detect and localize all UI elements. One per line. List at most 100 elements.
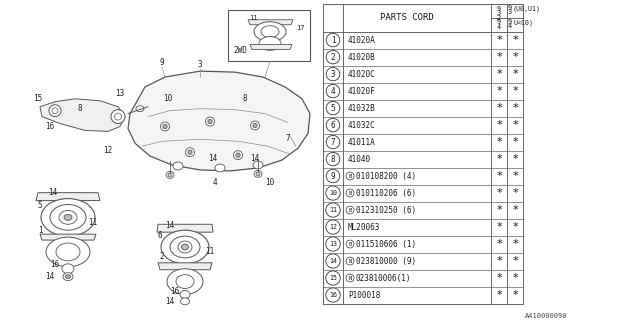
Text: 010108200 (4): 010108200 (4) [356, 172, 416, 180]
Text: A410000090: A410000090 [525, 313, 568, 319]
Text: 5: 5 [38, 201, 42, 210]
Text: 13: 13 [329, 241, 337, 247]
Text: *: * [512, 239, 518, 249]
Text: 41032B: 41032B [348, 104, 376, 113]
Text: 14: 14 [165, 221, 175, 230]
Text: *: * [496, 273, 502, 283]
Ellipse shape [52, 108, 58, 114]
Circle shape [326, 203, 340, 217]
Text: 7: 7 [331, 138, 335, 147]
Text: 3: 3 [198, 60, 202, 69]
Ellipse shape [50, 204, 86, 230]
Ellipse shape [186, 148, 195, 156]
Text: *: * [512, 290, 518, 300]
Text: *: * [496, 86, 502, 96]
Ellipse shape [63, 273, 73, 281]
Circle shape [326, 237, 340, 251]
Text: 10: 10 [266, 178, 275, 187]
Polygon shape [250, 44, 292, 49]
Ellipse shape [208, 119, 212, 124]
Bar [228, 10, 310, 61]
Text: *: * [512, 154, 518, 164]
Ellipse shape [161, 122, 170, 131]
Text: P100018: P100018 [348, 291, 380, 300]
Circle shape [346, 257, 354, 265]
Text: *: * [512, 256, 518, 266]
Text: 2: 2 [331, 52, 335, 62]
Text: *: * [496, 290, 502, 300]
Polygon shape [40, 99, 125, 132]
Ellipse shape [215, 164, 225, 172]
Text: *: * [512, 205, 518, 215]
Circle shape [346, 172, 354, 180]
Ellipse shape [136, 106, 144, 112]
Ellipse shape [180, 291, 190, 298]
Circle shape [326, 288, 340, 302]
Ellipse shape [173, 162, 183, 170]
Polygon shape [40, 234, 96, 240]
Text: 14: 14 [250, 154, 260, 163]
Ellipse shape [178, 241, 192, 253]
Text: B: B [348, 208, 351, 212]
Text: *: * [496, 69, 502, 79]
Ellipse shape [182, 244, 189, 250]
Ellipse shape [250, 121, 259, 130]
Ellipse shape [253, 161, 263, 169]
Text: 2: 2 [160, 252, 164, 261]
Ellipse shape [176, 275, 194, 289]
Text: 012310250 (6): 012310250 (6) [356, 205, 416, 214]
Text: 17: 17 [296, 25, 304, 31]
Text: 4: 4 [212, 178, 218, 187]
Text: *: * [496, 137, 502, 147]
Text: *: * [496, 256, 502, 266]
Text: U<C0): U<C0) [513, 20, 533, 26]
Circle shape [326, 186, 340, 200]
Text: 16: 16 [329, 292, 337, 298]
Text: *: * [512, 86, 518, 96]
Circle shape [326, 84, 340, 98]
Text: *: * [512, 35, 518, 45]
Ellipse shape [64, 214, 72, 220]
Polygon shape [157, 224, 213, 232]
Text: 14: 14 [165, 297, 175, 306]
Text: *: * [512, 137, 518, 147]
Ellipse shape [59, 211, 77, 224]
Ellipse shape [161, 230, 209, 264]
Text: *: * [512, 222, 518, 232]
Text: (U0,U1): (U0,U1) [513, 5, 541, 12]
Circle shape [326, 101, 340, 115]
Text: 4: 4 [508, 23, 512, 29]
Text: 9: 9 [508, 19, 512, 25]
Text: *: * [496, 154, 502, 164]
Circle shape [346, 189, 354, 197]
Text: *: * [512, 273, 518, 283]
Polygon shape [128, 71, 310, 171]
Bar [323, 4, 523, 303]
Text: 3: 3 [508, 9, 512, 15]
Text: *: * [512, 103, 518, 113]
Circle shape [326, 220, 340, 234]
Text: 9: 9 [497, 6, 501, 12]
Text: 14: 14 [329, 258, 337, 264]
Text: 14: 14 [45, 272, 54, 281]
Circle shape [326, 68, 340, 81]
Text: 10: 10 [163, 94, 173, 103]
Text: 1: 1 [331, 36, 335, 44]
Ellipse shape [168, 173, 172, 177]
Text: 4: 4 [331, 87, 335, 96]
Ellipse shape [111, 110, 125, 124]
Text: *: * [512, 171, 518, 181]
Text: 5: 5 [331, 104, 335, 113]
Text: 7: 7 [285, 134, 291, 143]
Text: 2: 2 [497, 15, 501, 21]
Text: 1: 1 [38, 226, 42, 235]
Circle shape [326, 271, 340, 285]
Text: *: * [496, 171, 502, 181]
Ellipse shape [49, 105, 61, 116]
Text: *: * [496, 222, 502, 232]
Text: *: * [496, 120, 502, 130]
Text: *: * [512, 69, 518, 79]
Text: N: N [348, 276, 351, 281]
Ellipse shape [170, 236, 200, 258]
Text: B: B [348, 242, 351, 246]
